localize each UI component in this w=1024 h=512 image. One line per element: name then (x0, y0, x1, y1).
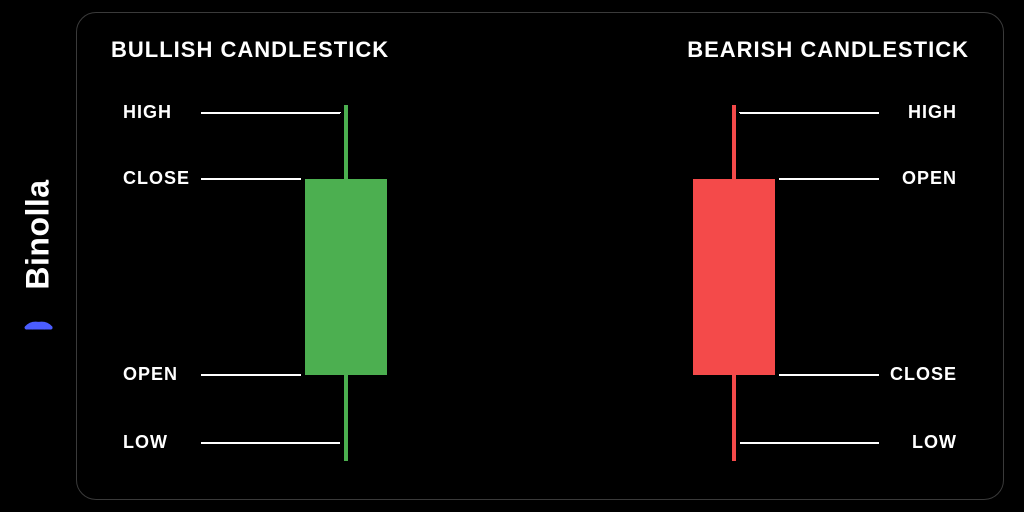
bearish-candle-area: HIGH OPEN CLOSE LOW (540, 13, 1003, 499)
bullish-candle-area: HIGH CLOSE OPEN LOW (77, 13, 540, 499)
bullish-body (305, 179, 387, 375)
bearish-label-low: LOW (912, 432, 957, 453)
bullish-leader-drop-high (340, 112, 342, 113)
bearish-half: BEARISH CANDLESTICK HIGHOPENCLOSELOW (540, 13, 1003, 499)
bearish-leader-high (740, 112, 879, 114)
bearish-label-close: CLOSE (890, 364, 957, 385)
bullish-label-low: LOW (123, 432, 168, 453)
bearish-leader-low (740, 442, 879, 444)
bullish-leader-open (201, 374, 301, 376)
bullish-leader-low (201, 442, 340, 444)
bullish-half: BULLISH CANDLESTICK HIGHCLOSEOPENLOW (77, 13, 540, 499)
bullish-label-open: OPEN (123, 364, 178, 385)
brand-lockup: Binolla (20, 179, 57, 333)
bearish-leader-close (779, 374, 879, 376)
diagram-panel: BULLISH CANDLESTICK HIGHCLOSEOPENLOW BEA… (76, 12, 1004, 500)
bullish-label-close: CLOSE (123, 168, 190, 189)
bearish-leader-drop-high (739, 112, 741, 113)
bearish-leader-open (779, 178, 879, 180)
brand-strip: Binolla (0, 0, 76, 512)
bullish-label-high: HIGH (123, 102, 172, 123)
bearish-body (693, 179, 775, 375)
binolla-logo-icon (20, 297, 56, 333)
bearish-label-high: HIGH (908, 102, 957, 123)
bearish-label-open: OPEN (902, 168, 957, 189)
bullish-leader-close (201, 178, 301, 180)
bullish-leader-high (201, 112, 340, 114)
brand-name: Binolla (20, 179, 57, 289)
